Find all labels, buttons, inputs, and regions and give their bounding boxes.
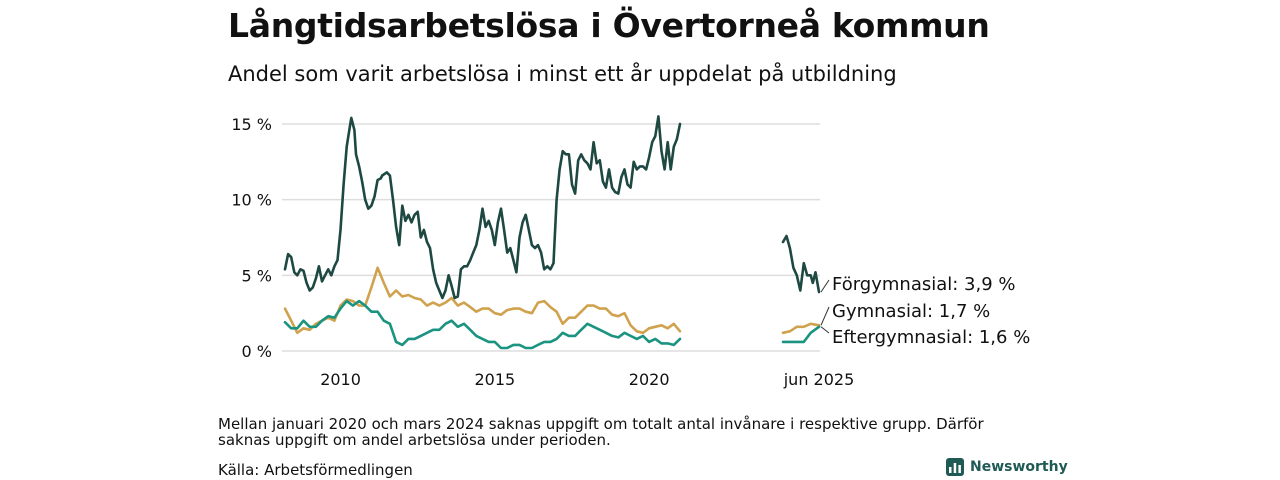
- series-line-forgymnasial-0: [283, 115, 682, 300]
- source-line: Källa: Arbetsförmedlingen: [218, 461, 413, 479]
- end-labels: Förgymnasial: 3,9 % Gymnasial: 1,7 % Efter…: [820, 274, 1030, 348]
- series-line-gymnasial-1: [781, 322, 821, 335]
- gridlines: [282, 123, 820, 352]
- x-tick-label: jun 2025: [783, 370, 855, 389]
- x-tick-label: 2020: [629, 370, 670, 389]
- series-line-eftergymnasial-1: [781, 325, 821, 344]
- end-label-gymnasial: Gymnasial: 1,7 %: [832, 301, 990, 322]
- brand-name: Newsworthy: [970, 459, 1068, 475]
- chart-title: Långtidsarbetslösa i Övertorneå kommun: [228, 6, 990, 45]
- end-label-eftergymnasial: Eftergymnasial: 1,6 %: [832, 327, 1030, 348]
- series-line-gymnasial-0: [283, 266, 682, 335]
- newsworthy-logo[interactable]: Newsworthy: [946, 458, 1068, 476]
- series-lines: [283, 115, 821, 350]
- bar-chart-icon: [946, 458, 964, 476]
- leader-line: [820, 306, 830, 326]
- end-label-forgymnasial: Förgymnasial: 3,9 %: [832, 274, 1016, 295]
- y-tick-label: 10 %: [231, 191, 272, 210]
- leader-line: [820, 279, 830, 293]
- leader-line: [820, 326, 830, 334]
- series-line-forgymnasial-1: [781, 234, 821, 294]
- x-tick-label: 2015: [474, 370, 515, 389]
- y-tick-label: 5 %: [242, 266, 272, 285]
- series-line-eftergymnasial-0: [283, 299, 682, 350]
- x-axis-ticks: 2010 2015 2020 jun 2025: [320, 370, 854, 389]
- footnote: Mellan januari 2020 och mars 2024 saknas…: [218, 415, 984, 449]
- y-tick-label: 15 %: [231, 115, 272, 134]
- chart-subtitle: Andel som varit arbetslösa i minst ett å…: [228, 62, 897, 86]
- x-tick-label: 2010: [320, 370, 361, 389]
- y-tick-label: 0 %: [242, 342, 272, 361]
- y-axis-ticks: 0 % 5 % 10 % 15 %: [231, 115, 272, 361]
- line-chart: 0 % 5 % 10 % 15 % 2010 2015 2020 jun 2025 Förg…: [231, 115, 1030, 389]
